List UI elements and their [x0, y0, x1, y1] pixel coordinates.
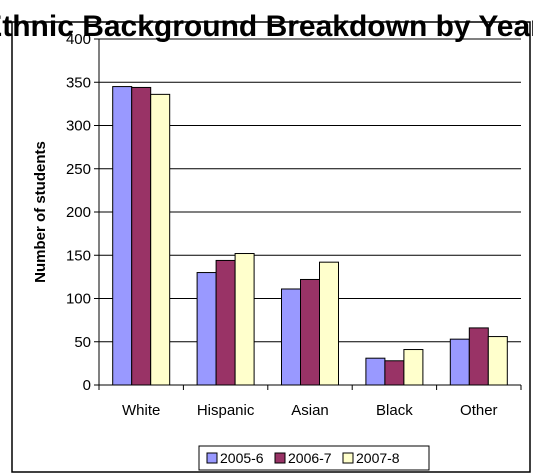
bar-2006-7-black	[384, 360, 405, 386]
x-tick-label: Black	[376, 402, 413, 419]
x-tick-label: Hispanic	[197, 402, 255, 419]
axes	[94, 38, 522, 390]
bar-2005-6-white	[112, 86, 133, 386]
y-tick-label: 250	[66, 161, 91, 178]
bar-2007-8-white	[150, 93, 171, 386]
y-tick-label: 350	[66, 74, 91, 91]
bar-2006-7-asian	[300, 278, 320, 386]
x-tick-label: Other	[460, 402, 498, 419]
bar-2007-8-black	[403, 349, 424, 386]
bar-2007-8-hispanic	[234, 253, 255, 386]
y-tick-label: 400	[66, 31, 91, 48]
legend-swatch	[342, 452, 354, 464]
chart-title-group: Ethnic Background Breakdown by Year	[0, 10, 533, 43]
legend-box	[198, 445, 430, 471]
bar-2005-6-other	[449, 338, 470, 386]
bar-2007-8-asian	[319, 261, 339, 386]
bar-2005-6-asian	[281, 288, 301, 386]
chart-title: Ethnic Background Breakdown by Year	[0, 10, 533, 43]
y-tick-label: 200	[66, 204, 91, 221]
legend-swatch	[206, 452, 218, 464]
bars	[112, 86, 508, 386]
legend-label: 2006-7	[288, 450, 332, 466]
legend: 2005-6 2006-7 2007-8	[198, 445, 430, 471]
bar-2005-6-hispanic	[196, 272, 217, 386]
x-tick-label: Asian	[291, 402, 329, 419]
y-tick-label: 100	[66, 291, 91, 308]
y-tick-label: 50	[74, 334, 91, 351]
bar-2005-6-black	[365, 357, 386, 386]
bar-2006-7-other	[468, 327, 489, 386]
bar-2006-7-hispanic	[215, 259, 236, 386]
y-tick-label: 0	[83, 377, 91, 394]
y-axis-label: Number of students	[32, 141, 49, 283]
legend-swatch	[274, 452, 286, 464]
chart-frame	[11, 21, 531, 473]
legend-label: 2005-6	[220, 450, 264, 466]
legend-label: 2007-8	[356, 450, 400, 466]
bar-2006-7-white	[131, 86, 152, 386]
x-tick-label: White	[122, 402, 160, 419]
bar-2007-8-other	[487, 336, 508, 386]
y-tick-label: 300	[66, 118, 91, 135]
tick-labels: 0 50 100 150 200 250 300 350 400 White Hispanic Asi…	[66, 31, 498, 419]
y-tick-label: 150	[66, 247, 91, 264]
